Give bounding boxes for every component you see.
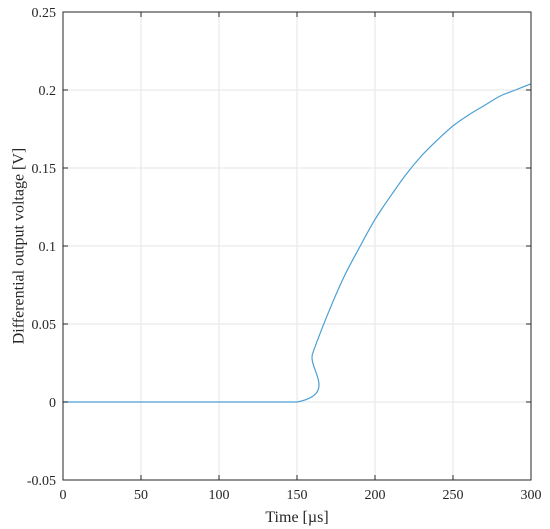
- y-tick-label: 0.2: [39, 84, 57, 99]
- y-axis-label: Differential output voltage [V]: [11, 148, 28, 345]
- y-tick-label: 0: [49, 396, 56, 411]
- y-tick-label: 0.25: [32, 6, 57, 21]
- x-tick-label: 150: [287, 488, 308, 503]
- x-tick-label: 200: [365, 488, 386, 503]
- x-tick-label: 250: [443, 488, 464, 503]
- series-layer: [63, 83, 532, 403]
- x-tick-label: 50: [134, 488, 148, 503]
- grid-lines: [63, 12, 531, 480]
- x-tick-labels: 0 50 100 150 200 250 300: [60, 488, 542, 503]
- series-line: [63, 83, 532, 403]
- x-tick-label: 100: [209, 488, 230, 503]
- tick-marks: [62, 11, 532, 481]
- x-tick-label: 0: [60, 488, 67, 503]
- y-tick-label: 0.1: [39, 240, 57, 255]
- x-axis-label: Time [µs]: [265, 509, 328, 526]
- y-tick-labels: -0.05 0 0.05 0.1 0.15 0.2 0.25: [27, 6, 56, 489]
- y-tick-label: -0.05: [27, 474, 56, 489]
- y-tick-label: 0.05: [32, 318, 57, 333]
- y-tick-label: 0.15: [32, 162, 57, 177]
- x-tick-label: 300: [521, 488, 542, 503]
